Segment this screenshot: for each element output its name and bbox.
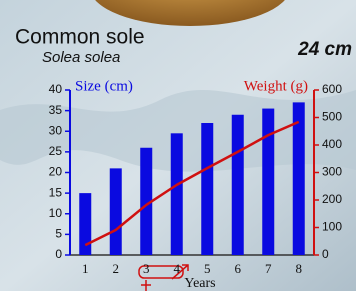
x-tick-label: 5 (204, 261, 211, 276)
x-tick-label: 1 (82, 261, 89, 276)
chart: Common sole Solea solea 24 cm Size (cm) … (0, 0, 356, 291)
y-tick-label: 40 (49, 82, 63, 96)
bar (232, 115, 244, 255)
x-tick-label: 7 (265, 261, 272, 276)
annotation: 24 cm (297, 39, 352, 60)
y-tick-label: 5 (55, 227, 62, 241)
bar (293, 102, 305, 255)
y2-tick-label: 300 (322, 165, 342, 179)
x-tick-label: 8 (296, 261, 303, 276)
x-tick-label: 2 (113, 261, 120, 276)
y-tick-label: 30 (49, 123, 63, 137)
bar (171, 133, 183, 255)
bar (262, 109, 274, 255)
bar (201, 123, 213, 255)
y-axis-label: Size (cm) (75, 78, 133, 94)
y2-tick-label: 100 (322, 220, 342, 234)
y-tick-label: 15 (49, 185, 63, 199)
y2-tick-label: 0 (322, 247, 329, 261)
title: Common sole (15, 26, 145, 49)
y-tick-label: 20 (49, 165, 63, 179)
x-tick-label: 6 (235, 261, 242, 276)
bar (79, 193, 91, 255)
y2-tick-label: 200 (322, 192, 342, 206)
page: {"chart_data":{"type":"bar","title":"Com… (0, 0, 356, 291)
x-tick-label: 4 (174, 261, 181, 276)
y-tick-label: 0 (55, 247, 62, 261)
subtitle: Solea solea (42, 49, 120, 66)
bar (110, 168, 122, 255)
y-tick-label: 10 (49, 206, 63, 220)
y-tick-label: 25 (49, 144, 63, 158)
y-tick-label: 35 (49, 103, 63, 117)
x-tick-label: 3 (143, 261, 150, 276)
y2-tick-label: 600 (322, 82, 342, 96)
y2-axis-label: Weight (g) (244, 78, 308, 94)
y2-tick-label: 500 (322, 110, 342, 124)
x-axis-label: Years (184, 276, 215, 291)
y2-tick-label: 400 (322, 137, 342, 151)
